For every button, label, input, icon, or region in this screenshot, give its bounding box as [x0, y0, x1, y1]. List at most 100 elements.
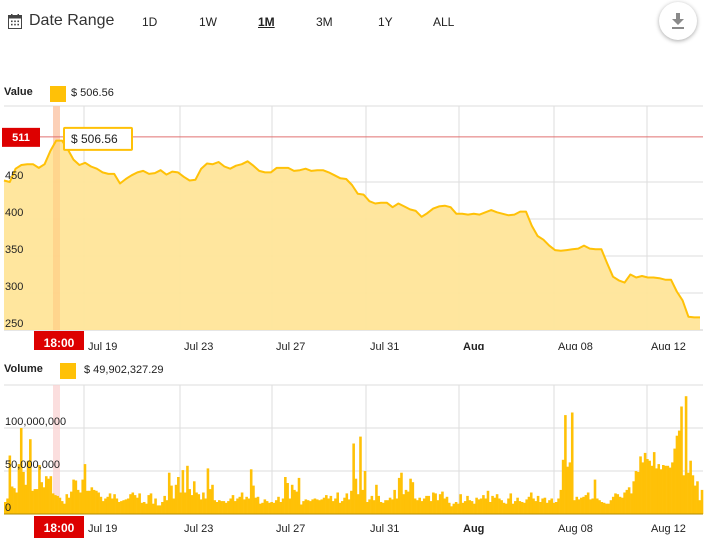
volume-bar[interactable] — [277, 496, 280, 514]
volume-bar[interactable] — [318, 500, 321, 514]
volume-bar[interactable] — [509, 493, 513, 514]
volume-bar[interactable] — [621, 497, 624, 514]
volume-bar[interactable] — [534, 501, 538, 514]
volume-bar[interactable] — [49, 476, 53, 514]
volume-bar[interactable] — [215, 502, 219, 514]
volume-bar[interactable] — [60, 501, 64, 514]
volume-bar[interactable] — [598, 500, 601, 514]
volume-bar[interactable] — [452, 503, 456, 514]
volume-bar[interactable] — [557, 498, 560, 515]
volume-bar[interactable] — [395, 498, 399, 515]
volume-bar[interactable] — [607, 503, 610, 514]
volume-bar[interactable] — [170, 485, 173, 514]
volume-bar[interactable] — [70, 491, 73, 514]
volume-bar[interactable] — [58, 497, 62, 514]
volume-bar[interactable] — [38, 465, 41, 514]
volume-bar[interactable] — [177, 477, 180, 514]
volume-bar[interactable] — [240, 492, 244, 515]
volume-bar[interactable] — [447, 502, 451, 514]
volume-bar[interactable] — [655, 468, 658, 514]
range-1y-button[interactable]: 1Y — [378, 15, 393, 29]
volume-bar[interactable] — [671, 462, 674, 514]
volume-bar[interactable] — [470, 501, 474, 514]
volume-bar[interactable] — [174, 484, 178, 514]
volume-bar[interactable] — [381, 502, 385, 514]
volume-bar[interactable] — [42, 487, 46, 514]
volume-bar[interactable] — [188, 489, 192, 514]
volume-bar[interactable] — [366, 502, 369, 514]
volume-bar[interactable] — [249, 469, 253, 514]
volume-bar[interactable] — [83, 464, 87, 514]
range-1d-button[interactable]: 1D — [142, 15, 158, 29]
volume-bar[interactable] — [17, 464, 21, 514]
volume-bar[interactable] — [65, 494, 69, 514]
volume-bar[interactable] — [700, 489, 704, 514]
volume-bar[interactable] — [268, 502, 271, 514]
volume-bar[interactable] — [252, 485, 255, 514]
volume-bar[interactable] — [443, 498, 447, 515]
volume-bar[interactable] — [79, 492, 82, 515]
volume-bar[interactable] — [625, 489, 629, 514]
volume-bar[interactable] — [646, 459, 649, 514]
volume-bar[interactable] — [281, 498, 285, 515]
volume-bar[interactable] — [343, 497, 346, 514]
volume-bar[interactable] — [161, 502, 164, 514]
volume-bar[interactable] — [224, 502, 228, 514]
volume-bar[interactable] — [438, 494, 442, 514]
volume-bar[interactable] — [450, 506, 453, 514]
volume-bar[interactable] — [662, 465, 665, 514]
volume-bar[interactable] — [51, 493, 55, 514]
volume-bar[interactable] — [570, 412, 574, 515]
volume-bar[interactable] — [475, 497, 478, 514]
volume-bar[interactable] — [265, 501, 269, 514]
volume-bar[interactable] — [434, 493, 437, 514]
volume-bar[interactable] — [147, 495, 151, 514]
volume-bar[interactable] — [407, 491, 410, 514]
volume-bar[interactable] — [491, 495, 494, 514]
volume-bar[interactable] — [468, 500, 472, 514]
range-all-button[interactable]: ALL — [433, 15, 455, 29]
volume-bar[interactable] — [306, 500, 310, 514]
volume-bar[interactable] — [19, 428, 23, 514]
volume-bar[interactable] — [689, 460, 692, 514]
volume-bar[interactable] — [338, 502, 342, 514]
volume-bar[interactable] — [354, 478, 358, 514]
volume-bar[interactable] — [117, 502, 121, 514]
volume-bar[interactable] — [158, 505, 162, 514]
download-button[interactable] — [659, 2, 697, 40]
volume-bar[interactable] — [106, 496, 110, 514]
volume-bar[interactable] — [420, 501, 424, 514]
volume-bar[interactable] — [101, 501, 105, 514]
volume-bar[interactable] — [427, 495, 431, 514]
volume-bar[interactable] — [286, 483, 289, 514]
volume-bar[interactable] — [254, 497, 258, 514]
volume-bar[interactable] — [680, 406, 683, 515]
volume-bar[interactable] — [92, 489, 96, 514]
volume-bar[interactable] — [627, 487, 631, 514]
volume-bar[interactable] — [400, 472, 403, 514]
volume-bar[interactable] — [327, 498, 330, 515]
volume-bar[interactable] — [111, 498, 114, 515]
volume-bar[interactable] — [229, 498, 232, 515]
volume-bar[interactable] — [124, 499, 128, 514]
volume-bar[interactable] — [26, 460, 30, 514]
volume-bar[interactable] — [484, 498, 487, 515]
volume-bar[interactable] — [33, 489, 37, 514]
volume-bar[interactable] — [445, 496, 449, 514]
volume-bar[interactable] — [31, 490, 34, 514]
volume-bar[interactable] — [340, 501, 344, 514]
volume-bar[interactable] — [648, 460, 651, 514]
volume-bar[interactable] — [668, 467, 672, 514]
volume-bar[interactable] — [595, 498, 599, 515]
volume-bar[interactable] — [213, 500, 217, 514]
volume-bar[interactable] — [529, 492, 533, 515]
volume-bar[interactable] — [441, 491, 444, 514]
volume-bar[interactable] — [165, 500, 169, 514]
volume-bar[interactable] — [211, 484, 214, 514]
volume-bar[interactable] — [416, 500, 419, 514]
volume-bar[interactable] — [673, 448, 676, 514]
volume-bar[interactable] — [356, 494, 360, 514]
volume-bar[interactable] — [511, 503, 515, 514]
volume-bar[interactable] — [593, 479, 597, 514]
volume-bar[interactable] — [233, 501, 237, 514]
